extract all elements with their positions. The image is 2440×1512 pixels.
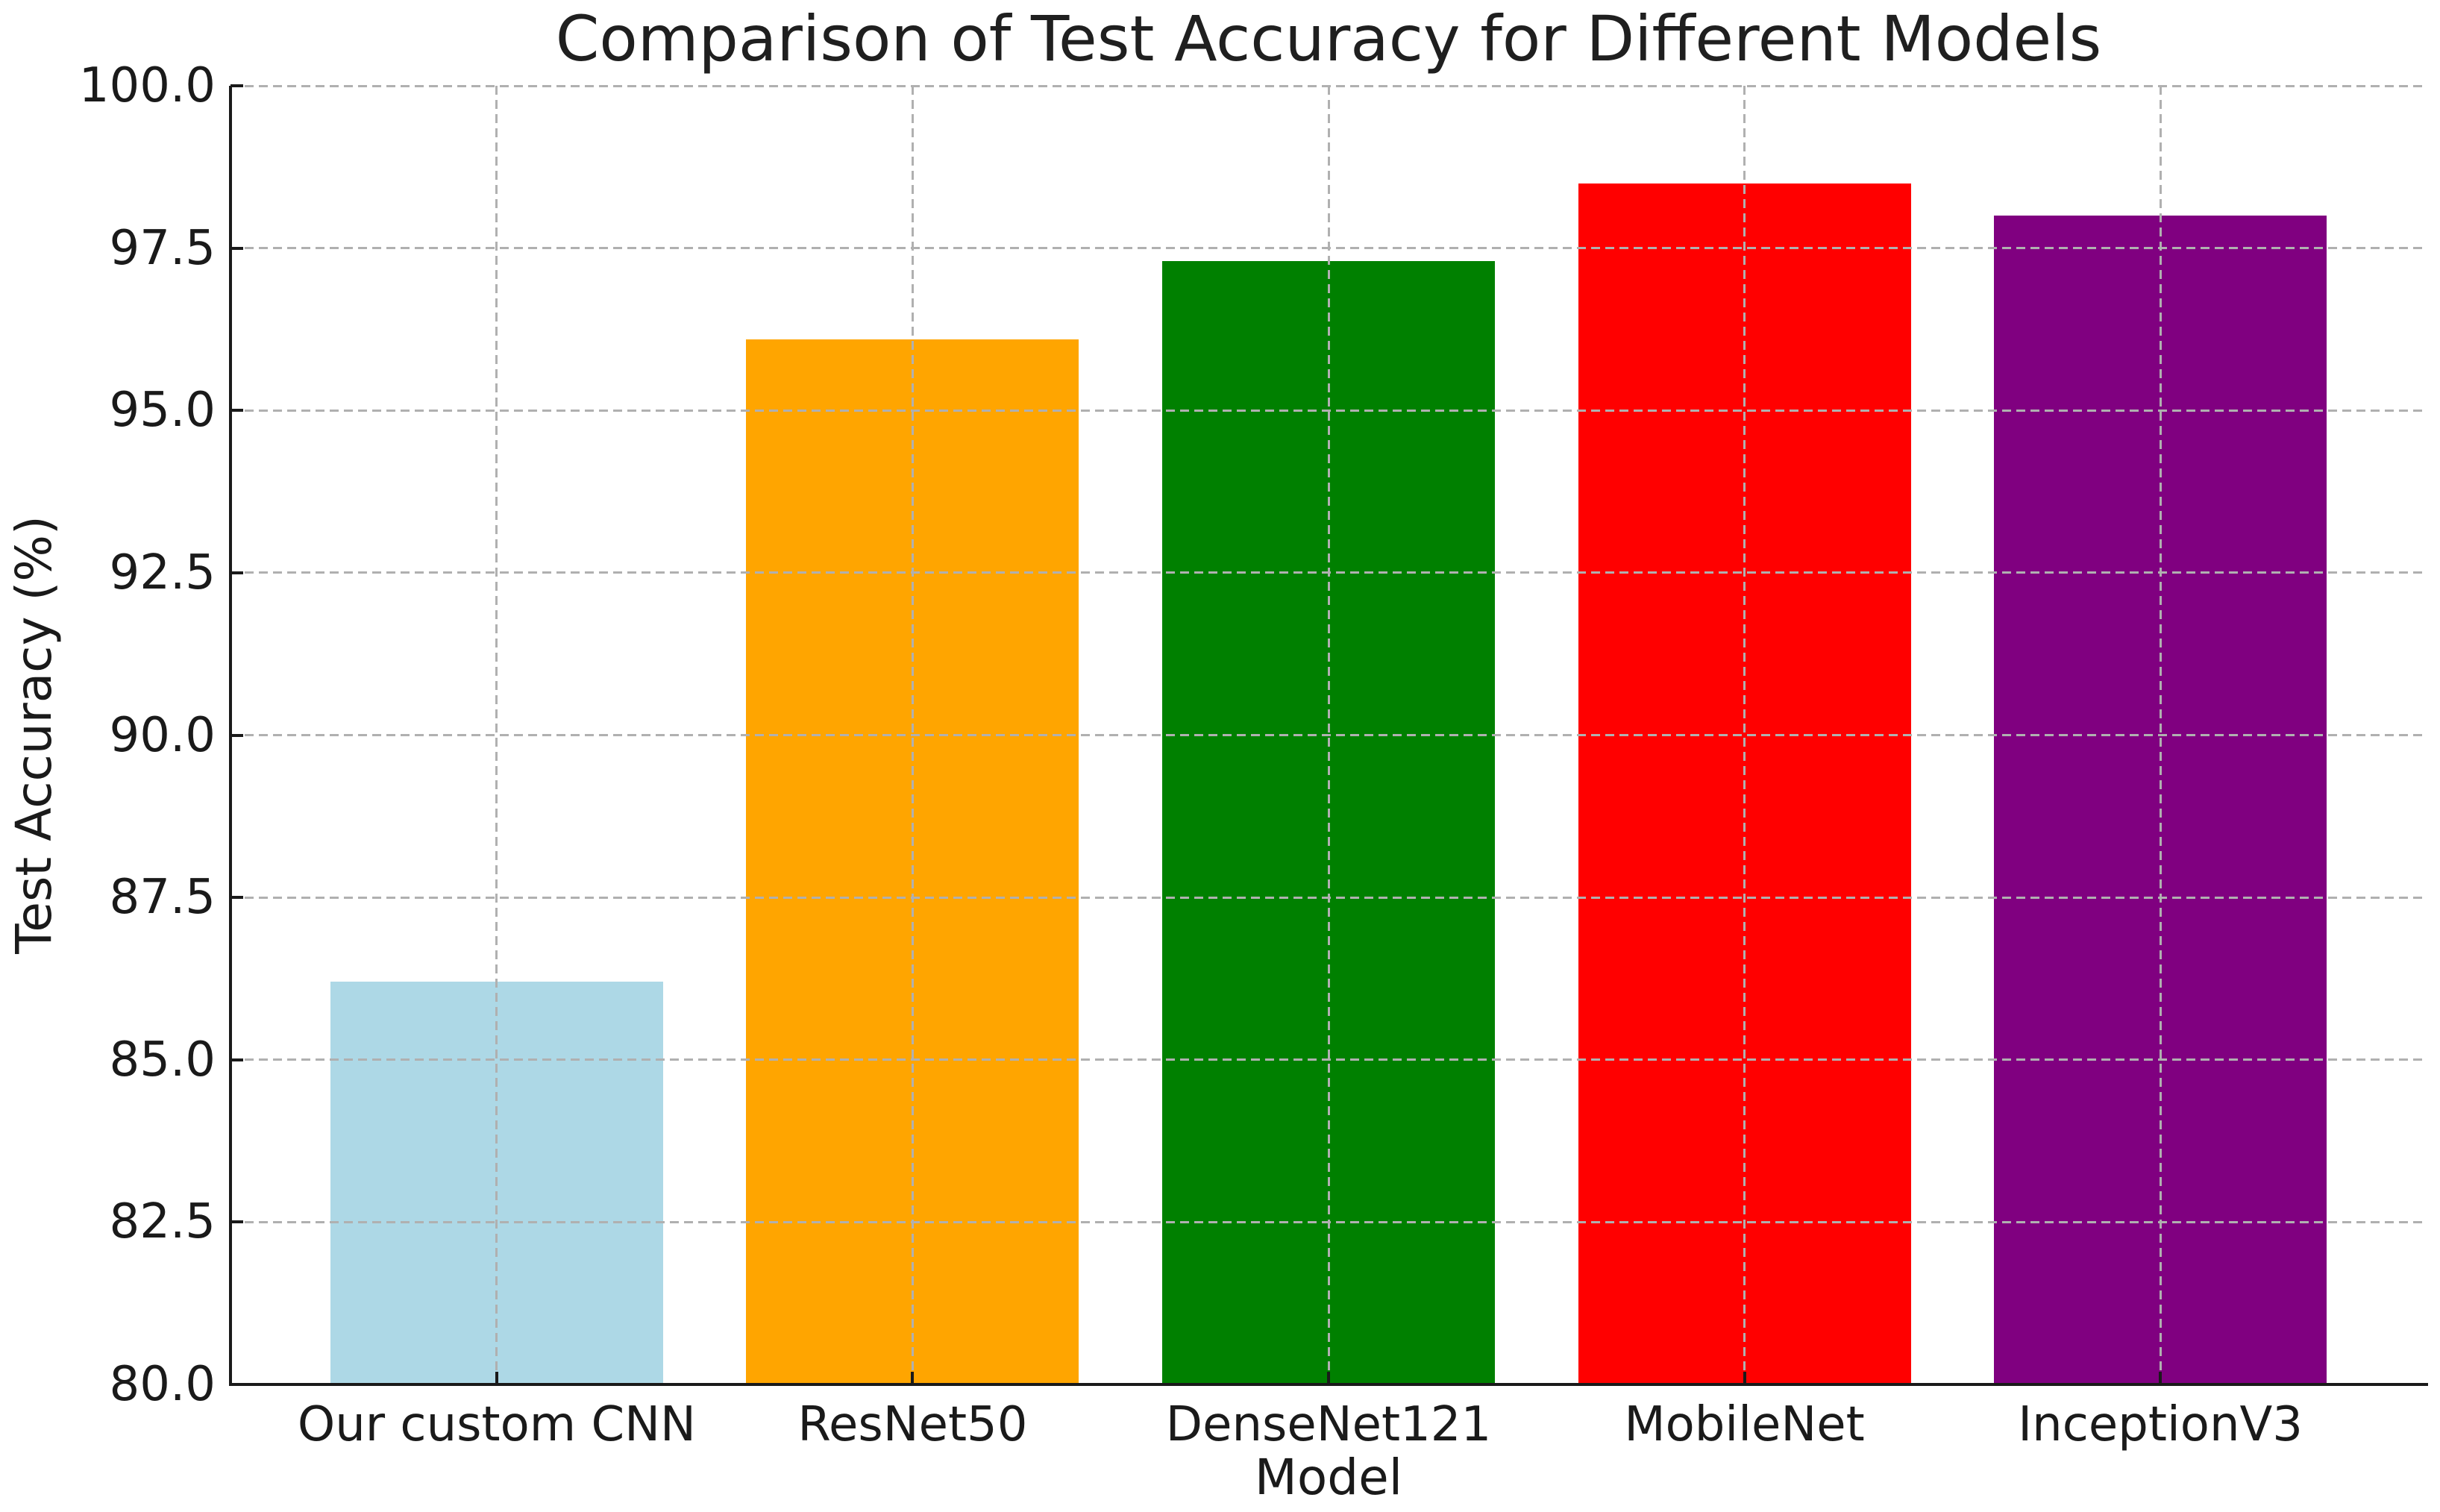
y-tick — [230, 246, 243, 250]
y-tick-label: 95.0 — [109, 383, 216, 439]
y-tick-label: 92.5 — [109, 545, 216, 600]
chart-title: Comparison of Test Accuracy for Differen… — [555, 2, 2102, 75]
y-tick — [230, 1058, 243, 1061]
y-tick-label: 80.0 — [109, 1357, 216, 1412]
y-tick — [230, 1383, 243, 1386]
y-tick — [230, 84, 243, 87]
v-gridline — [911, 86, 914, 1384]
v-gridline — [495, 86, 498, 1384]
y-tick — [230, 571, 243, 574]
y-axis-label: Test Accuracy (%) — [5, 515, 63, 954]
y-tick-label: 90.0 — [109, 707, 216, 763]
y-tick-label: 100.0 — [78, 58, 216, 113]
y-tick — [230, 733, 243, 737]
x-tick-label: ResNet50 — [797, 1397, 1028, 1452]
x-axis-spine — [229, 1383, 2428, 1386]
y-tick-label: 85.0 — [109, 1032, 216, 1088]
x-tick — [2159, 1372, 2163, 1384]
x-tick-label: MobileNet — [1624, 1397, 1865, 1452]
x-tick — [911, 1372, 915, 1384]
x-tick — [495, 1372, 498, 1384]
x-tick-label: InceptionV3 — [2018, 1397, 2303, 1452]
x-axis-label: Model — [1254, 1449, 1403, 1506]
v-gridline — [1743, 86, 1746, 1384]
y-tick — [230, 409, 243, 412]
y-tick-label: 97.5 — [109, 220, 216, 276]
plot-area: 80.0 82.5 85.0 87.5 90.0 92.5 95.0 97.5 100.0 Our… — [79, 62, 2428, 1449]
x-tick-label: Our custom CNN — [297, 1397, 696, 1452]
x-tick — [1327, 1372, 1330, 1384]
y-tick — [230, 896, 243, 900]
y-tick — [230, 1220, 243, 1224]
y-tick-label: 82.5 — [109, 1194, 216, 1250]
v-gridline — [1327, 86, 1330, 1384]
x-tick-label: DenseNet121 — [1165, 1397, 1492, 1452]
v-gridline — [2159, 86, 2162, 1384]
y-tick-label: 87.5 — [109, 870, 216, 926]
x-tick — [1743, 1372, 1746, 1384]
